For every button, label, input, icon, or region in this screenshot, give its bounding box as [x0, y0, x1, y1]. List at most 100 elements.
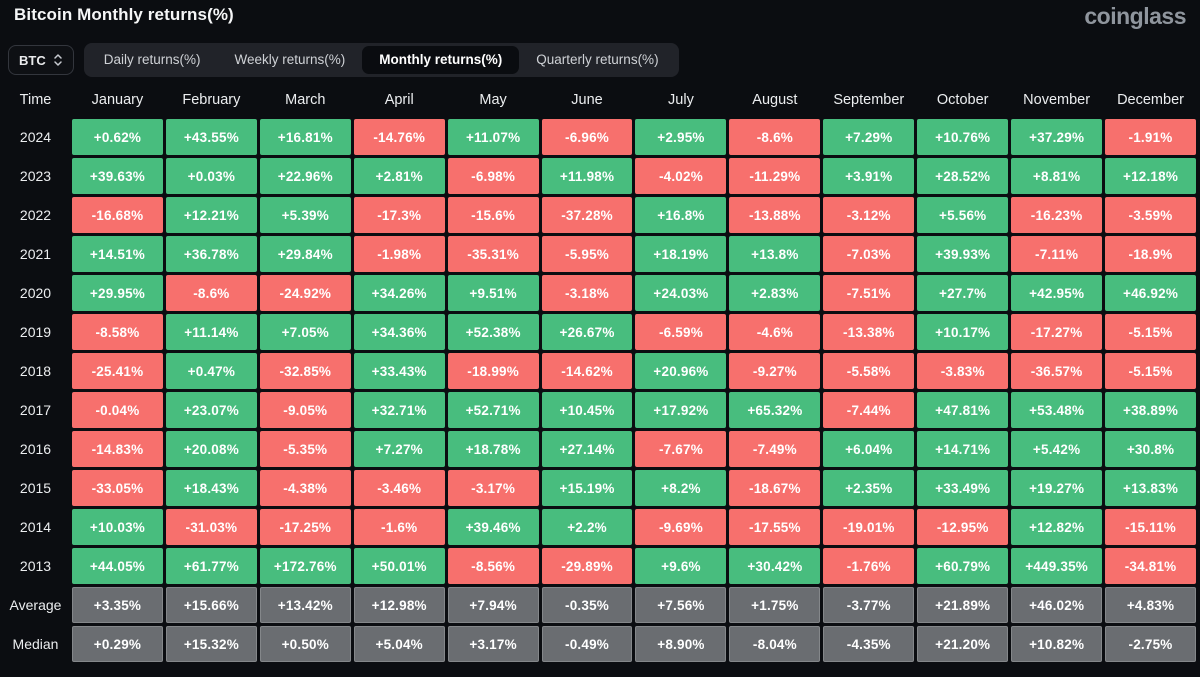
return-cell-2022-june: -37.28% [541, 197, 633, 233]
return-cell-2021-august: +13.8% [729, 236, 821, 272]
return-cell-average-may: +7.94% [447, 587, 539, 623]
return-cell-2023-january: +39.63% [72, 158, 163, 194]
return-cell-2022-may: -15.6% [447, 197, 539, 233]
tab-daily[interactable]: Daily returns(%) [87, 46, 218, 74]
column-header-june: June [571, 92, 603, 108]
return-cell-2013-april: +50.01% [353, 548, 445, 584]
return-cell-2022-september: -3.12% [823, 197, 915, 233]
return-cell-2017-june: +10.45% [541, 392, 633, 428]
return-cell-2019-august: -4.6% [729, 314, 821, 350]
return-cell-2024-october: +10.76% [917, 119, 1009, 155]
return-cell-2023-december: +12.18% [1105, 158, 1196, 194]
return-cell-2015-september: +2.35% [823, 470, 915, 506]
controls-row: BTC Daily returns(%) Weekly returns(%) Mon… [0, 38, 1200, 78]
row-label-2015: 2015 [19, 480, 52, 496]
return-cell-2014-may: +39.46% [447, 509, 539, 545]
column-header-may: May [479, 92, 507, 108]
return-cell-2016-august: -7.49% [729, 431, 821, 467]
row-label-2023: 2023 [19, 168, 52, 184]
coin-selector-label: BTC [19, 52, 46, 68]
return-cell-2023-april: +2.81% [353, 158, 445, 194]
column-header-march: March [285, 92, 326, 108]
return-cell-2020-october: +27.7% [917, 275, 1009, 311]
return-cell-2016-january: -14.83% [72, 431, 163, 467]
return-cell-2013-august: +30.42% [729, 548, 821, 584]
return-cell-2016-september: +6.04% [823, 431, 915, 467]
return-cell-2016-june: +27.14% [541, 431, 633, 467]
tab-monthly[interactable]: Monthly returns(%) [362, 45, 520, 75]
return-cell-2024-january: +0.62% [72, 119, 163, 155]
tab-weekly[interactable]: Weekly returns(%) [218, 46, 363, 74]
return-cell-2018-february: +0.47% [165, 353, 257, 389]
row-label-2022: 2022 [19, 207, 52, 223]
return-cell-2017-july: +17.92% [635, 392, 727, 428]
return-cell-2022-january: -16.68% [72, 197, 163, 233]
tab-quarterly[interactable]: Quarterly returns(%) [519, 46, 675, 74]
return-cell-average-october: +21.89% [917, 587, 1009, 623]
return-cell-2014-april: -1.6% [353, 509, 445, 545]
return-cell-2019-june: +26.67% [541, 314, 633, 350]
return-cell-2016-february: +20.08% [165, 431, 257, 467]
coin-selector[interactable]: BTC [8, 45, 74, 75]
row-label-2013: 2013 [19, 558, 52, 574]
return-cell-2018-march: -32.85% [259, 353, 351, 389]
return-cell-2016-december: +30.8% [1105, 431, 1196, 467]
return-cell-2024-february: +43.55% [165, 119, 257, 155]
return-cell-median-june: -0.49% [541, 626, 633, 662]
return-cell-median-march: +0.50% [259, 626, 351, 662]
return-cell-2015-may: -3.17% [447, 470, 539, 506]
return-cell-median-october: +21.20% [917, 626, 1009, 662]
return-cell-2013-july: +9.6% [635, 548, 727, 584]
return-cell-2017-may: +52.71% [447, 392, 539, 428]
return-cell-median-november: +10.82% [1011, 626, 1103, 662]
return-cell-2022-february: +12.21% [165, 197, 257, 233]
row-label-2019: 2019 [19, 324, 52, 340]
return-cell-2015-august: -18.67% [729, 470, 821, 506]
return-cell-2014-february: -31.03% [165, 509, 257, 545]
return-cell-2018-may: -18.99% [447, 353, 539, 389]
return-cell-2021-november: -7.11% [1011, 236, 1103, 272]
return-cell-median-february: +15.32% [165, 626, 257, 662]
return-cell-2024-march: +16.81% [259, 119, 351, 155]
return-cell-average-june: -0.35% [541, 587, 633, 623]
return-cell-median-december: -2.75% [1105, 626, 1196, 662]
returns-tab-group: Daily returns(%) Weekly returns(%) Monthly… [83, 43, 679, 77]
return-cell-2021-october: +39.93% [917, 236, 1009, 272]
return-cell-2016-march: -5.35% [259, 431, 351, 467]
return-cell-2015-july: +8.2% [635, 470, 727, 506]
return-cell-2020-may: +9.51% [447, 275, 539, 311]
return-cell-2020-march: -24.92% [259, 275, 351, 311]
return-cell-2015-june: +15.19% [541, 470, 633, 506]
return-cell-2018-august: -9.27% [729, 353, 821, 389]
return-cell-2015-december: +13.83% [1105, 470, 1196, 506]
column-header-november: November [1023, 92, 1091, 108]
return-cell-2023-july: -4.02% [635, 158, 727, 194]
return-cell-2020-july: +24.03% [635, 275, 727, 311]
return-cell-2019-october: +10.17% [917, 314, 1009, 350]
return-cell-2024-september: +7.29% [823, 119, 915, 155]
return-cell-2018-january: -25.41% [72, 353, 163, 389]
row-label-2018: 2018 [19, 363, 52, 379]
return-cell-2020-november: +42.95% [1011, 275, 1103, 311]
return-cell-average-november: +46.02% [1011, 587, 1103, 623]
row-label-average: Average [9, 597, 62, 613]
return-cell-2018-april: +33.43% [353, 353, 445, 389]
return-cell-2019-april: +34.36% [353, 314, 445, 350]
return-cell-2013-september: -1.76% [823, 548, 915, 584]
row-label-median: Median [12, 636, 59, 652]
row-label-2024: 2024 [19, 129, 52, 145]
return-cell-2015-october: +33.49% [917, 470, 1009, 506]
row-label-2017: 2017 [19, 402, 52, 418]
column-header-february: February [182, 92, 241, 108]
return-cell-2018-november: -36.57% [1011, 353, 1103, 389]
return-cell-2019-may: +52.38% [447, 314, 539, 350]
return-cell-2023-september: +3.91% [823, 158, 915, 194]
return-cell-2018-july: +20.96% [635, 353, 727, 389]
return-cell-2019-july: -6.59% [635, 314, 727, 350]
return-cell-2016-july: -7.67% [635, 431, 727, 467]
return-cell-2021-april: -1.98% [353, 236, 445, 272]
column-header-july: July [668, 92, 694, 108]
return-cell-2023-june: +11.98% [541, 158, 633, 194]
column-header-september: September [833, 92, 905, 108]
return-cell-average-january: +3.35% [72, 587, 163, 623]
